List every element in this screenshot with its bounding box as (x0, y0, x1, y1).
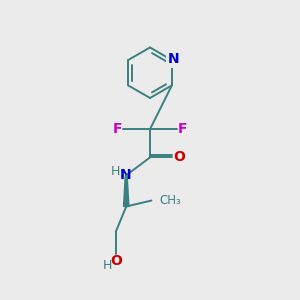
Text: N: N (168, 52, 179, 67)
Text: O: O (110, 254, 122, 268)
Text: F: F (177, 122, 187, 136)
Text: H: H (103, 259, 112, 272)
Text: F: F (113, 122, 123, 136)
Text: N: N (119, 168, 131, 182)
Text: CH₃: CH₃ (160, 194, 182, 207)
Text: O: O (173, 150, 185, 164)
Polygon shape (124, 175, 129, 206)
Text: H: H (111, 165, 121, 178)
